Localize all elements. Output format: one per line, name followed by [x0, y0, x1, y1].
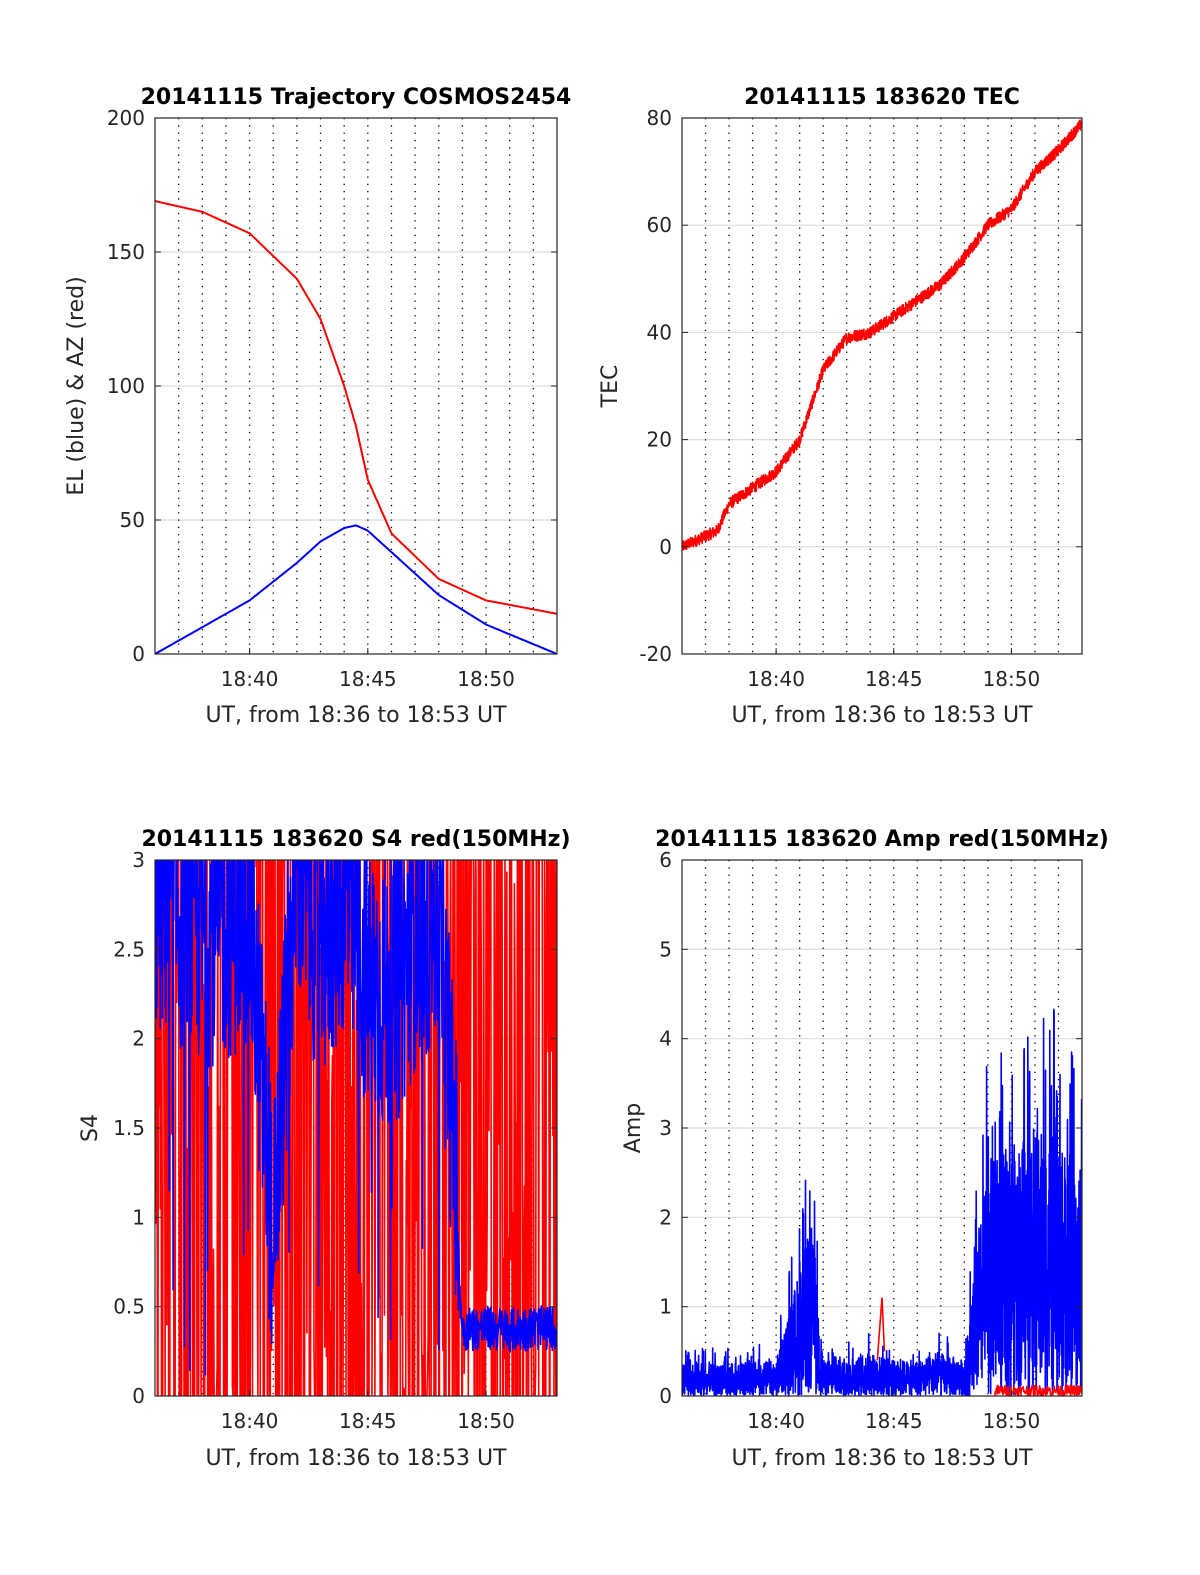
x-tick-label: 18:50	[983, 667, 1041, 691]
y-axis-label: S4	[78, 1114, 103, 1142]
x-tick-label: 18:50	[983, 1409, 1041, 1433]
x-tick-label: 18:40	[747, 1409, 805, 1433]
y-tick-label: 150	[107, 240, 145, 264]
chart-title: 20141115 183620 Amp red(150MHz)	[655, 827, 1109, 852]
chart-title: 20141115 Trajectory COSMOS2454	[141, 85, 572, 110]
x-axis-label: UT, from 18:36 to 18:53 UT	[205, 703, 507, 728]
y-tick-label: 20	[647, 428, 672, 452]
y-tick-label: 1	[659, 1295, 672, 1319]
y-tick-label: 3	[132, 848, 145, 872]
y-tick-label: 2.5	[113, 937, 145, 961]
x-tick-label: 18:50	[457, 667, 515, 691]
y-tick-label: 200	[107, 106, 145, 130]
series-line	[155, 860, 557, 1376]
x-tick-label: 18:40	[221, 1409, 279, 1433]
y-tick-label: 2	[659, 1205, 672, 1229]
x-tick-label: 18:45	[339, 1409, 397, 1433]
chart-title: 20141115 183620 TEC	[744, 85, 1020, 110]
y-tick-label: 0	[132, 1384, 145, 1408]
panel-trajectory: 20141115 Trajectory COSMOS2454 0 50 100 150…	[64, 85, 571, 728]
y-tick-label: -20	[639, 642, 672, 666]
y-tick-label: 1.5	[113, 1116, 145, 1140]
y-tick-label: 0	[132, 642, 145, 666]
y-tick-label: 40	[647, 320, 672, 344]
panel-tec: 20141115 183620 TEC -20 0 20 40 60 80 18:40 18:…	[598, 85, 1083, 728]
plot-frame	[681, 117, 1083, 655]
x-tick-label: 18:45	[865, 667, 923, 691]
x-tick-label: 18:45	[339, 667, 397, 691]
x-axis-label: UT, from 18:36 to 18:53 UT	[731, 1446, 1033, 1471]
series-line	[682, 1008, 1082, 1396]
chart-title: 20141115 183620 S4 red(150MHz)	[141, 827, 570, 852]
y-tick-label: 60	[647, 213, 672, 237]
series-line	[994, 1384, 1082, 1396]
x-axis-label: UT, from 18:36 to 18:53 UT	[205, 1446, 507, 1471]
y-axis-label: TEC	[598, 365, 623, 409]
y-tick-label: 0.5	[113, 1295, 145, 1319]
y-tick-label: 3	[659, 1116, 672, 1140]
x-tick-label: 18:40	[747, 667, 805, 691]
panel-amp: 20141115 183620 Amp red(150MHz) 0 1 2 3 4 5 6 1…	[621, 827, 1109, 1471]
y-tick-label: 2	[132, 1027, 145, 1051]
series-line	[682, 119, 1082, 551]
x-tick-label: 18:50	[457, 1409, 515, 1433]
y-axis-label: EL (blue) & AZ (red)	[64, 276, 89, 495]
series-line	[155, 200, 557, 615]
y-tick-label: 0	[659, 1384, 672, 1408]
y-tick-label: 4	[659, 1027, 672, 1051]
y-tick-label: 50	[120, 508, 145, 532]
y-tick-label: 5	[659, 937, 672, 961]
x-tick-label: 18:45	[865, 1409, 923, 1433]
y-tick-label: 80	[647, 106, 672, 130]
series-line	[155, 524, 557, 654]
y-tick-label: 0	[659, 535, 672, 559]
x-axis-label: UT, from 18:36 to 18:53 UT	[731, 703, 1033, 728]
panel-s4: 20141115 183620 S4 red(150MHz) 0 0.5 1 1.5 2…	[78, 827, 571, 1471]
y-tick-label: 6	[659, 848, 672, 872]
y-tick-label: 1	[132, 1205, 145, 1229]
x-tick-label: 18:40	[221, 667, 279, 691]
series-line-red-spike	[876, 1297, 886, 1361]
y-tick-label: 100	[107, 374, 145, 398]
y-axis-label: Amp	[621, 1103, 646, 1153]
